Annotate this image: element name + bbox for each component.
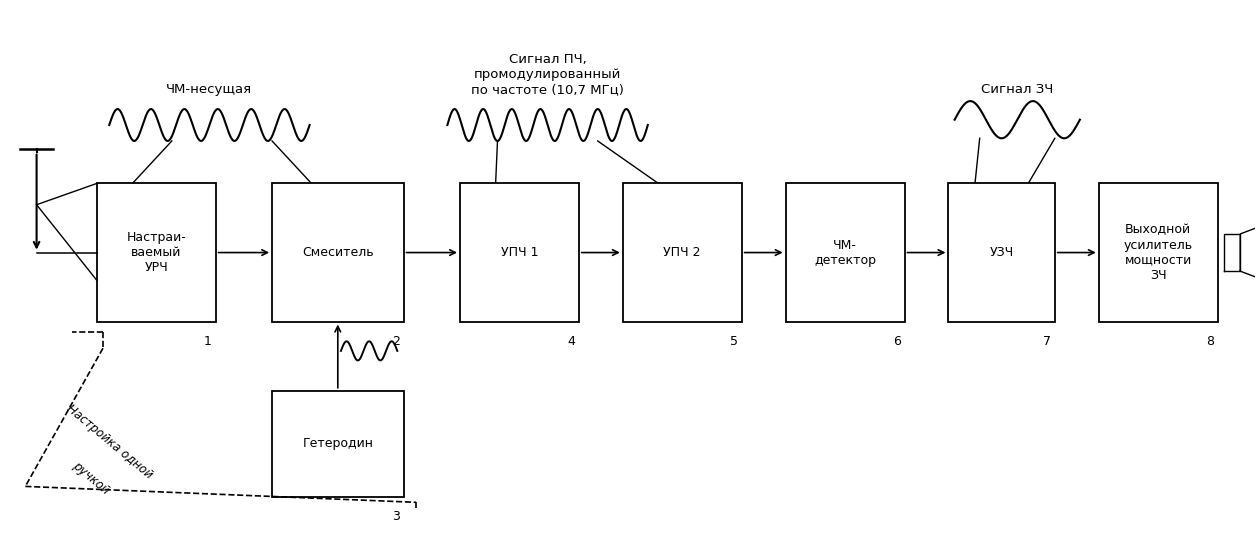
Text: ЧМ-несущая: ЧМ-несущая	[166, 83, 253, 96]
Text: УПЧ 1: УПЧ 1	[501, 246, 538, 259]
Text: 8: 8	[1206, 335, 1214, 348]
Text: Гетеродин: Гетеродин	[302, 437, 374, 451]
Text: ЧМ-
детектор: ЧМ- детектор	[814, 238, 876, 266]
Text: ручкой: ручкой	[69, 460, 111, 497]
Text: Выходной
усилитель
мощности
ЗЧ: Выходной усилитель мощности ЗЧ	[1123, 223, 1193, 281]
Text: УЗЧ: УЗЧ	[990, 246, 1014, 259]
Bar	[785, 184, 905, 322]
Text: 4: 4	[567, 335, 575, 348]
Text: 2: 2	[392, 335, 400, 348]
Bar	[460, 184, 579, 322]
Bar	[949, 184, 1054, 322]
Text: Сигнал ПЧ,
промодулированный
по частоте (10,7 МГц): Сигнал ПЧ, промодулированный по частоте …	[472, 53, 624, 96]
Text: 5: 5	[730, 335, 738, 348]
Polygon shape	[1224, 234, 1240, 271]
Text: 7: 7	[1043, 335, 1052, 348]
Polygon shape	[1240, 221, 1258, 285]
Text: Настраи-
ваемый
УРЧ: Настраи- ваемый УРЧ	[126, 231, 186, 274]
Bar	[623, 184, 742, 322]
Text: 1: 1	[204, 335, 211, 348]
Text: 3: 3	[392, 510, 400, 524]
Text: УПЧ 2: УПЧ 2	[663, 246, 701, 259]
Bar	[97, 184, 215, 322]
Text: Смеситель: Смеситель	[302, 246, 374, 259]
Bar	[272, 391, 404, 497]
Bar	[1098, 184, 1218, 322]
Bar	[272, 184, 404, 322]
Text: Сигнал ЗЧ: Сигнал ЗЧ	[981, 83, 1053, 96]
Text: 6: 6	[893, 335, 901, 348]
Text: Настройка одной: Настройка одной	[64, 402, 155, 481]
